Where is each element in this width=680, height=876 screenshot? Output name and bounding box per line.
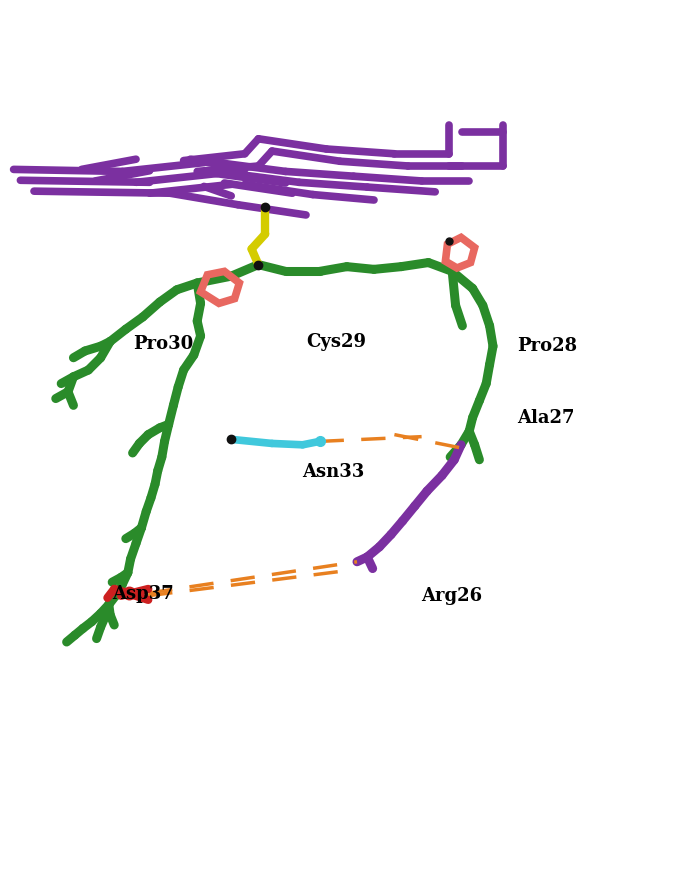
Text: Arg26: Arg26 [422,587,483,604]
Text: Pro28: Pro28 [517,337,577,355]
Text: Cys29: Cys29 [306,333,366,351]
Text: Pro30: Pro30 [133,335,194,353]
Text: Ala27: Ala27 [517,408,575,427]
Text: Asp37: Asp37 [112,585,174,604]
Text: Asn33: Asn33 [303,463,365,481]
